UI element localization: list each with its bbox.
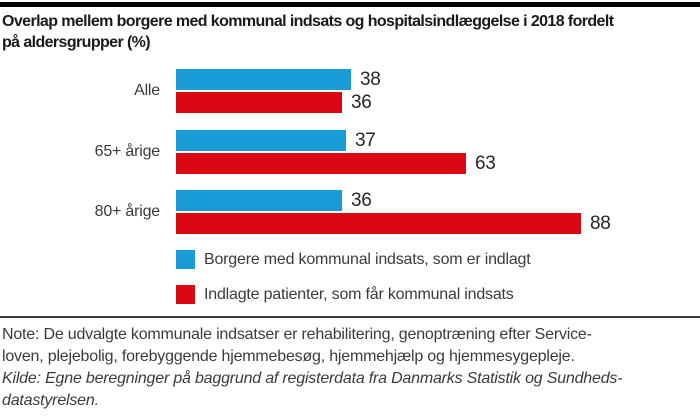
source-line2: datastyrelsen.: [2, 392, 99, 409]
note-divider-rule: [0, 316, 700, 318]
legend-label-red: Indlagte patienter, som får kommunal ind…: [204, 286, 514, 303]
chart-title: Overlap mellem borgere med kommunal inds…: [2, 11, 698, 53]
bar-group: Alle 38 36: [0, 69, 700, 113]
bar-series2: [176, 92, 342, 113]
value-label: 63: [475, 153, 496, 174]
bar-group: 65+ årige 37 63: [0, 130, 700, 174]
note-text: Note: De udvalgte kommunale indsatser er…: [2, 324, 698, 368]
value-label: 38: [360, 69, 381, 90]
category-label: 80+ årige: [94, 203, 161, 220]
value-label: 88: [590, 213, 611, 234]
bar-chart: Alle 38 36 65+ årige 37 63 80+ årige 36 88: [0, 69, 700, 234]
chart-title-line1: Overlap mellem borgere med kommunal inds…: [2, 13, 614, 30]
note-line2: loven, plejebolig, forebyggende hjemmebe…: [2, 348, 575, 365]
source-line1: Kilde: Egne beregninger på baggrund af r…: [2, 370, 623, 387]
legend-swatch-red: [176, 285, 195, 304]
value-label: 36: [351, 190, 372, 211]
bar-series1: [176, 69, 351, 90]
bar-group: 80+ årige 36 88: [0, 190, 700, 234]
category-label: 65+ årige: [94, 143, 161, 160]
note-line1: Note: De udvalgte kommunale indsatser er…: [2, 326, 592, 343]
legend-swatch-blue: [176, 250, 195, 269]
legend-label-blue: Borgere med kommunal indsats, som er ind…: [204, 251, 531, 268]
top-border-rule: [0, 2, 700, 7]
bar-series1: [176, 130, 346, 151]
chart-title-line2: på aldersgrupper (%): [2, 34, 151, 51]
bar-series2: [176, 153, 466, 174]
value-label: 37: [355, 130, 376, 151]
bar-series2: [176, 213, 581, 234]
bar-series1: [176, 190, 342, 211]
source-text: Kilde: Egne beregninger på baggrund af r…: [2, 368, 698, 412]
value-label: 36: [351, 92, 372, 113]
category-label: Alle: [134, 82, 160, 99]
